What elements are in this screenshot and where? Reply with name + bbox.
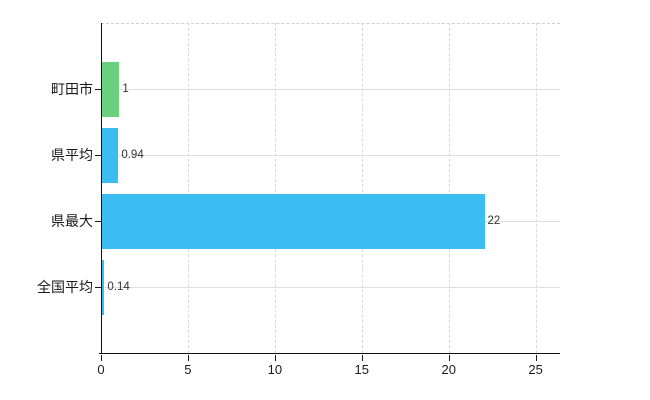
- bar-県平均: [102, 127, 119, 183]
- category-label-町田市: 町田市: [51, 81, 93, 97]
- vertical-gridline: [448, 23, 450, 353]
- category-label-県平均: 県平均: [51, 147, 93, 163]
- y-axis-tick: [95, 89, 101, 90]
- category-label-全国平均: 全国平均: [37, 279, 93, 295]
- x-axis-tick-label: 10: [267, 362, 283, 377]
- vertical-gridline: [187, 23, 189, 353]
- bar-町田市: [102, 61, 120, 117]
- bar-全国平均: [102, 259, 105, 315]
- x-axis-tick: [274, 354, 276, 361]
- category-label-県最大: 県最大: [51, 213, 93, 229]
- x-axis-tick: [101, 354, 102, 361]
- y-axis-tick: [95, 155, 101, 156]
- bar-value-label: 0.94: [121, 149, 144, 161]
- plot-area: [101, 23, 560, 353]
- x-axis-tick-label: 0: [97, 362, 105, 377]
- horizontal-gridline: [101, 89, 560, 90]
- x-axis-line: [99, 353, 560, 354]
- horizontal-gridline: [101, 287, 560, 288]
- x-axis-tick-label: 15: [354, 362, 370, 377]
- bar-value-label: 22: [487, 215, 501, 227]
- vertical-gridline: [274, 23, 276, 353]
- vertical-gridline: [535, 23, 537, 353]
- x-axis-tick-label: 20: [441, 362, 456, 377]
- x-axis-tick-label: 25: [528, 362, 543, 377]
- x-axis-tick: [361, 354, 363, 361]
- horizontal-gridline: [101, 155, 560, 156]
- bar-value-label: 1: [122, 83, 129, 95]
- x-axis-tick: [187, 354, 189, 361]
- bar-value-label: 0.14: [107, 281, 130, 293]
- y-axis-line: [101, 23, 102, 353]
- vertical-gridline: [361, 23, 363, 353]
- bar-県最大: [102, 193, 485, 249]
- y-axis-tick: [95, 221, 101, 222]
- x-axis-tick-label: 5: [184, 362, 192, 377]
- x-axis-tick: [448, 354, 450, 361]
- y-axis-tick: [95, 287, 101, 288]
- x-axis-tick: [535, 354, 537, 361]
